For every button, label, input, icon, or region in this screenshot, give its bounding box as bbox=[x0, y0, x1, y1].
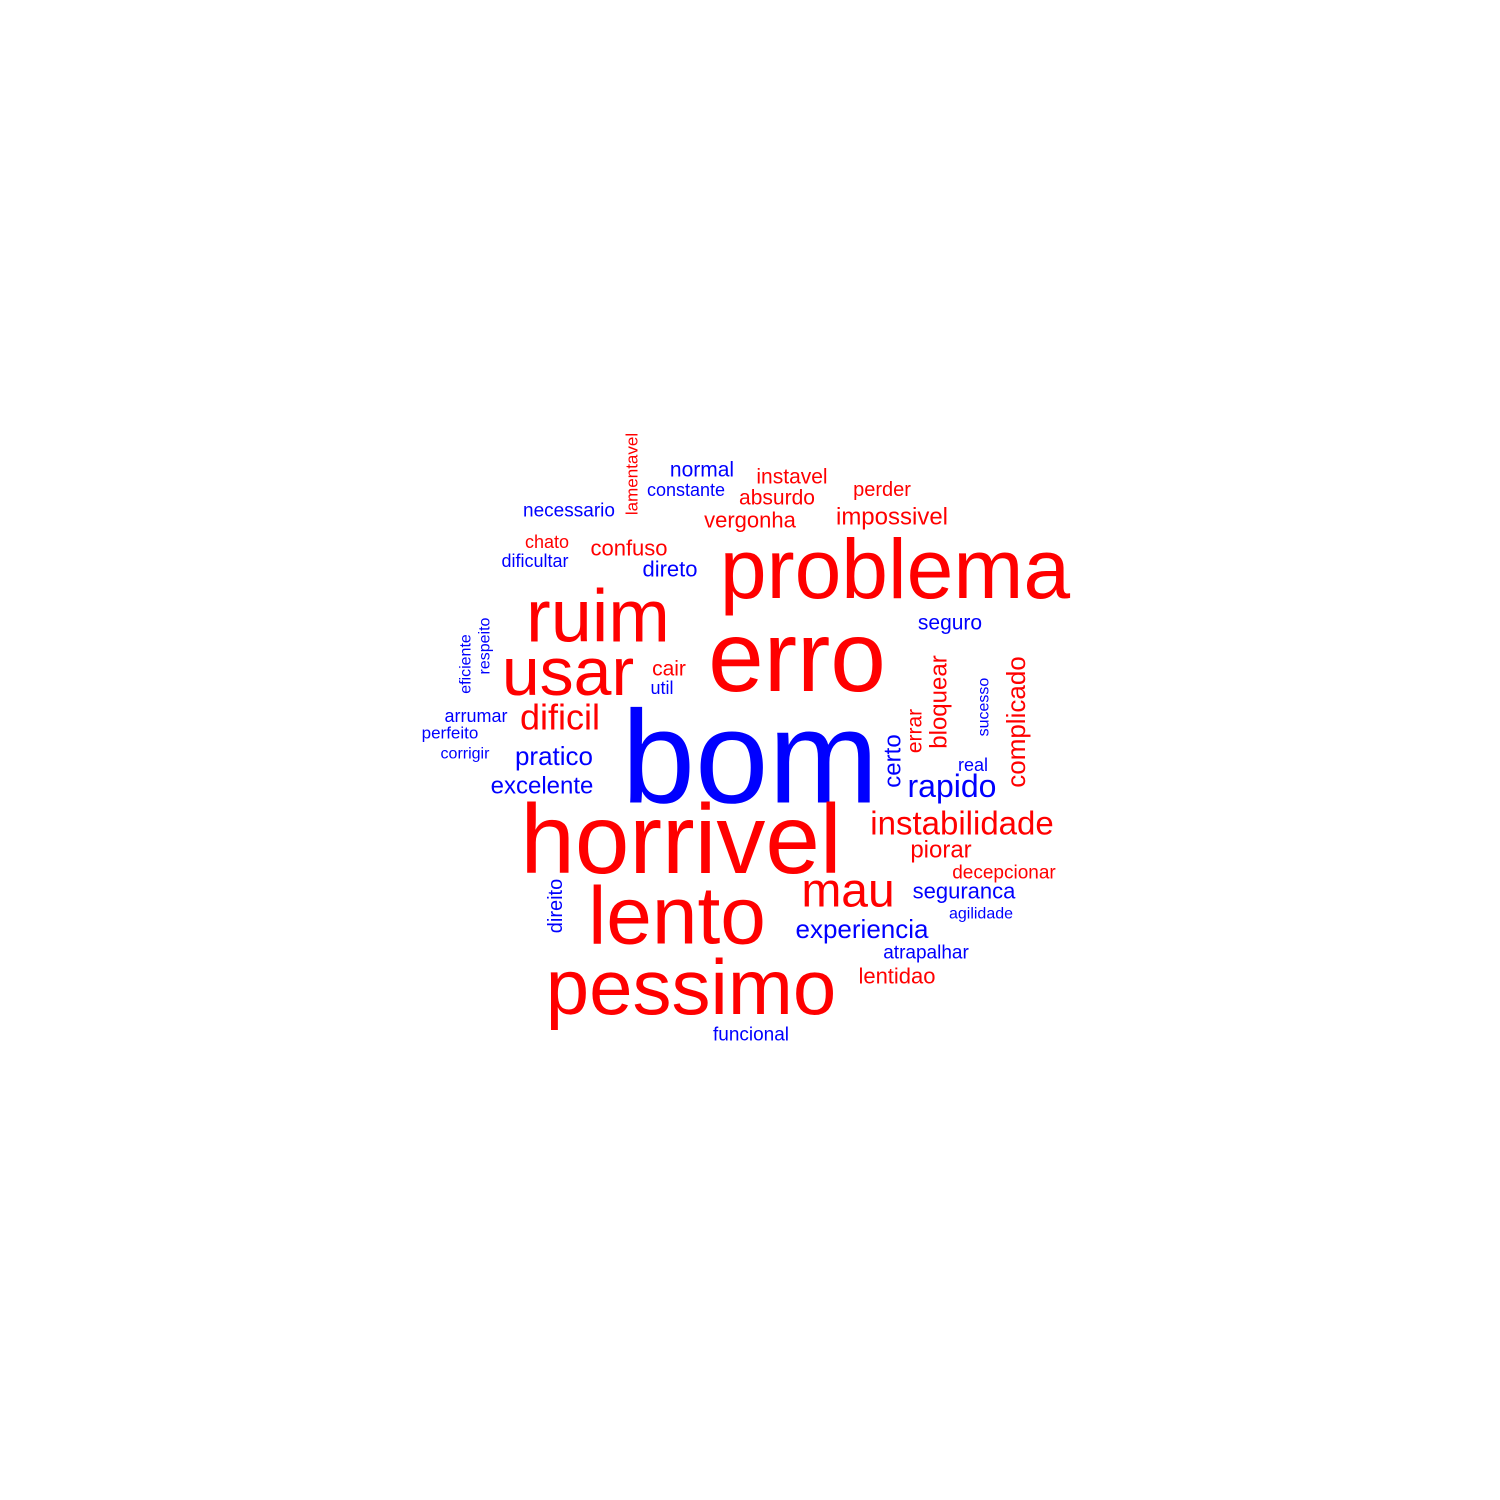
word-certo: certo bbox=[880, 734, 907, 787]
word-impossivel: impossivel bbox=[836, 504, 948, 531]
word-excelente: excelente bbox=[491, 773, 594, 800]
word-chato: chato bbox=[525, 532, 569, 552]
word-usar: usar bbox=[502, 634, 634, 710]
word-atrapalhar: atrapalhar bbox=[883, 943, 969, 964]
word-sucesso: sucesso bbox=[976, 678, 993, 737]
word-confuso: confuso bbox=[590, 536, 667, 561]
word-seguro: seguro bbox=[918, 612, 982, 635]
word-piorar: piorar bbox=[910, 837, 971, 864]
word-necessario: necessario bbox=[523, 501, 615, 522]
word-bloquear: bloquear bbox=[926, 655, 953, 748]
word-funcional: funcional bbox=[713, 1025, 789, 1046]
word-lentidao: lentidao bbox=[858, 964, 935, 989]
word-rapido: rapido bbox=[908, 768, 997, 804]
word-direto: direto bbox=[642, 557, 697, 582]
word-pratico: pratico bbox=[515, 741, 593, 771]
word-horrivel: horrivel bbox=[520, 784, 841, 894]
word-real: real bbox=[958, 755, 988, 775]
word-perder: perder bbox=[853, 479, 911, 501]
word-ruim: ruim bbox=[526, 575, 670, 658]
word-agilidade: agilidade bbox=[949, 906, 1013, 923]
word-problema: problema bbox=[720, 522, 1070, 616]
word-corrigir: corrigir bbox=[441, 746, 491, 763]
word-errar: errar bbox=[904, 709, 927, 753]
word-pessimo: pessimo bbox=[546, 943, 836, 1031]
word-perfeito: perfeito bbox=[422, 724, 479, 743]
word-absurdo: absurdo bbox=[739, 487, 815, 510]
word-lamentavel: lamentavel bbox=[623, 433, 642, 515]
word-respeito: respeito bbox=[477, 617, 494, 674]
word-seguranca: seguranca bbox=[913, 879, 1017, 904]
word-eficiente: eficiente bbox=[458, 634, 475, 694]
word-bom: bom bbox=[622, 684, 879, 831]
word-cair: cair bbox=[652, 658, 686, 681]
word-constante: constante bbox=[647, 480, 725, 500]
word-dificil: dificil bbox=[520, 697, 600, 738]
word-direito: direito bbox=[545, 879, 567, 933]
word-decepcionar: decepcionar bbox=[952, 863, 1056, 884]
word-dificultar: dificultar bbox=[501, 551, 568, 571]
word-experiencia: experiencia bbox=[796, 914, 930, 944]
word-instabilidade: instabilidade bbox=[870, 805, 1053, 842]
word-complicado: complicado bbox=[1001, 656, 1031, 788]
word-util: util bbox=[650, 678, 673, 698]
word-vergonha: vergonha bbox=[704, 508, 797, 533]
word-arrumar: arrumar bbox=[444, 706, 507, 726]
word-erro: erro bbox=[708, 601, 886, 713]
word-instavel: instavel bbox=[756, 466, 827, 489]
word-lento: lento bbox=[588, 871, 766, 962]
word-normal: normal bbox=[670, 459, 734, 482]
word-mau: mau bbox=[801, 865, 894, 918]
